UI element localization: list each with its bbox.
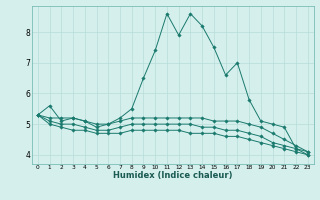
X-axis label: Humidex (Indice chaleur): Humidex (Indice chaleur)	[113, 171, 233, 180]
